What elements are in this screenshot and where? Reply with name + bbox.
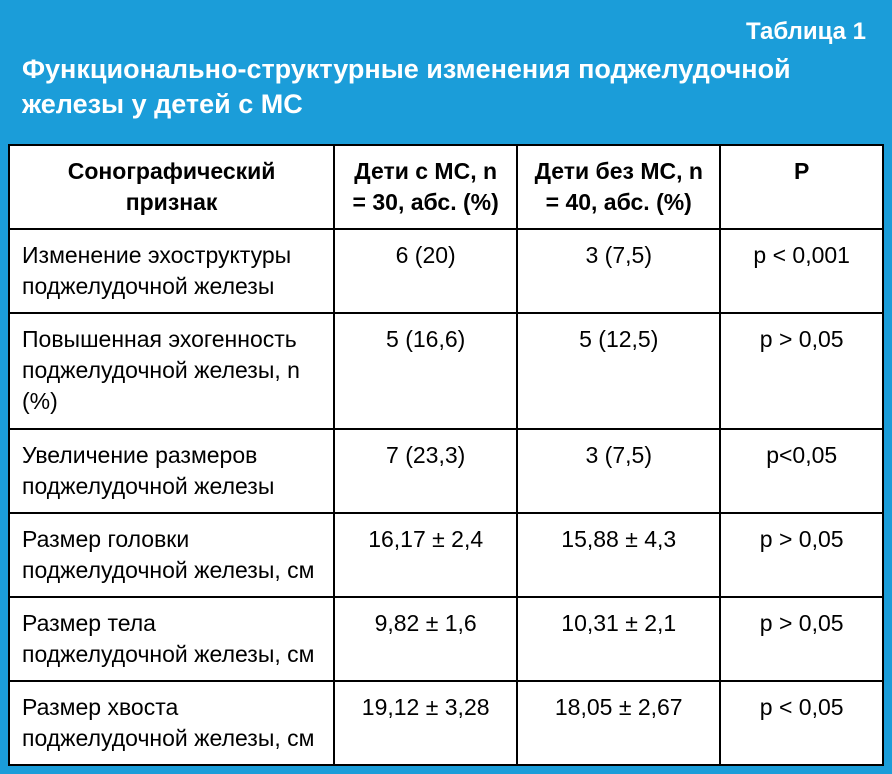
cell-mc: 7 (23,3) [334,429,517,513]
cell-sign: Размер хвоста поджелудочной железы, см [9,681,334,765]
cell-mc: 9,82 ± 1,6 [334,597,517,681]
col-header-p: Р [720,145,883,229]
cell-mc: 16,17 ± 2,4 [334,513,517,597]
cell-p: p < 0,05 [720,681,883,765]
cell-nomc: 15,88 ± 4,3 [517,513,720,597]
table-row: Размер тела поджелудочной железы, см 9,8… [9,597,883,681]
table-title: Функционально-структурные изменения подж… [22,52,870,122]
data-table: Сонографический признак Дети с МС, n = 3… [8,144,884,766]
table-header-row: Сонографический признак Дети с МС, n = 3… [9,145,883,229]
table-row: Размер головки поджелудочной железы, см … [9,513,883,597]
col-header-mc: Дети с МС, n = 30, абс. (%) [334,145,517,229]
cell-mc: 19,12 ± 3,28 [334,681,517,765]
table-container: Таблица 1 Функционально-структурные изме… [0,0,892,774]
cell-p: p > 0,05 [720,513,883,597]
table-row: Размер хвоста поджелудочной железы, см 1… [9,681,883,765]
table-row: Повышенная эхогенность поджелудочной жел… [9,313,883,428]
col-header-sign: Сонографический признак [9,145,334,229]
cell-nomc: 10,31 ± 2,1 [517,597,720,681]
table-row: Увеличение размеров поджелудочной железы… [9,429,883,513]
cell-mc: 6 (20) [334,229,517,313]
cell-sign: Изменение эхоструктуры поджелудочной жел… [9,229,334,313]
cell-mc: 5 (16,6) [334,313,517,428]
table-number: Таблица 1 [22,18,866,46]
cell-nomc: 3 (7,5) [517,429,720,513]
cell-p: p<0,05 [720,429,883,513]
cell-p: p < 0,001 [720,229,883,313]
cell-p: p > 0,05 [720,597,883,681]
cell-sign: Увеличение размеров поджелудочной железы [9,429,334,513]
cell-nomc: 3 (7,5) [517,229,720,313]
cell-sign: Размер головки поджелудочной железы, см [9,513,334,597]
cell-p: p > 0,05 [720,313,883,428]
col-header-nomc: Дети без МС, n = 40, абс. (%) [517,145,720,229]
cell-nomc: 5 (12,5) [517,313,720,428]
table-row: Изменение эхоструктуры поджелудочной жел… [9,229,883,313]
cell-nomc: 18,05 ± 2,67 [517,681,720,765]
cell-sign: Повышенная эхогенность поджелудочной жел… [9,313,334,428]
cell-sign: Размер тела поджелудочной железы, см [9,597,334,681]
table-header: Таблица 1 Функционально-структурные изме… [8,0,884,144]
